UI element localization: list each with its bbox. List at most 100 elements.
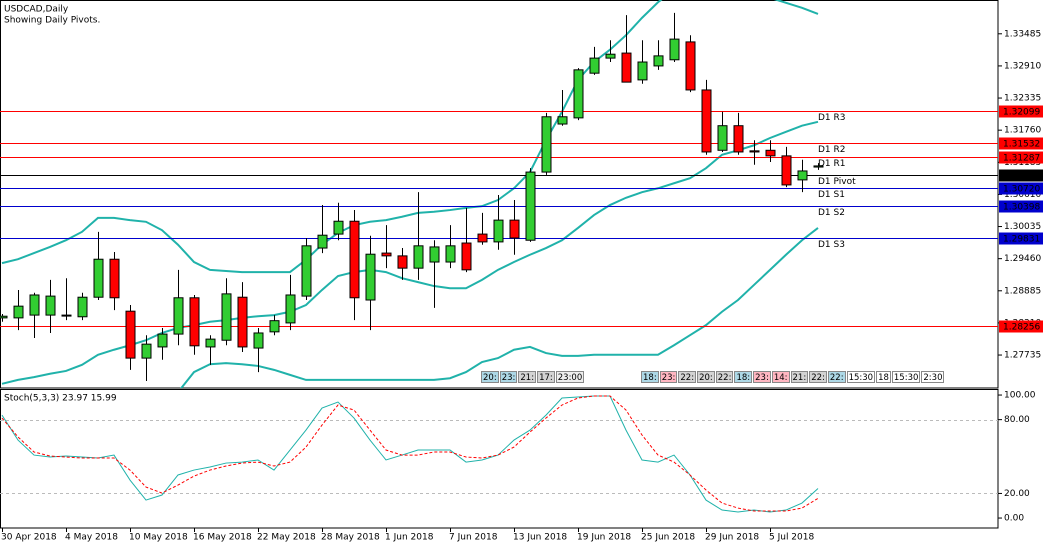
bollinger-lower xyxy=(180,227,819,388)
event-marker: 21: xyxy=(518,371,537,383)
price-box-label: 1.30720 xyxy=(1003,185,1040,195)
price-box-label: 1.30965 xyxy=(1003,172,1040,182)
price-box xyxy=(999,151,1043,164)
event-marker: 22: xyxy=(809,371,827,383)
candle-body xyxy=(109,258,120,299)
candle-body xyxy=(173,297,184,335)
candle-body xyxy=(205,338,216,348)
candle-body xyxy=(605,53,616,59)
candle-body xyxy=(413,245,424,269)
event-marker: 18: xyxy=(641,371,659,383)
candle-body xyxy=(733,125,744,153)
price-box-label: 1.31532 xyxy=(1003,140,1040,150)
candle-body xyxy=(781,155,792,186)
event-marker: 20: xyxy=(697,371,715,383)
y-tick-label: 1.27735 xyxy=(1004,351,1041,361)
event-marker: 14: xyxy=(771,371,790,383)
pivot-label: D1 S3 xyxy=(818,240,845,250)
price-box xyxy=(999,105,1043,118)
event-marker: 18 xyxy=(876,371,891,383)
candle-body xyxy=(541,116,552,173)
main-pane-border xyxy=(0,0,999,389)
y-tick-label: 0.00 xyxy=(1004,514,1024,524)
event-marker: 22: xyxy=(827,371,846,383)
candle-body xyxy=(317,234,328,249)
event-marker: 2:30 xyxy=(921,371,945,383)
price-box-label: 1.31287 xyxy=(1003,154,1040,164)
event-marker: 21: xyxy=(790,371,809,383)
candle-body xyxy=(125,310,136,359)
stoch-line xyxy=(1,395,819,513)
y-tick-label: 1.32335 xyxy=(1004,94,1041,104)
candle-body xyxy=(13,305,24,319)
price-box xyxy=(999,169,1043,182)
y-tick-label: 100.00 xyxy=(1004,391,1036,401)
event-marker: 23: xyxy=(499,371,518,383)
price-box xyxy=(999,182,1043,195)
chart-subtitle: Showing Daily Pivots. xyxy=(4,16,100,26)
candle-body xyxy=(189,297,200,347)
candle-body xyxy=(589,57,600,74)
y-tick-label: 1.33485 xyxy=(1004,29,1041,39)
x-tick-label: 30 Apr 2018 xyxy=(1,533,57,543)
stoch-pane-border xyxy=(0,389,999,529)
pivot-label: D1 S2 xyxy=(818,208,845,218)
candle-body xyxy=(749,150,760,153)
x-tick-label: 19 Jun 2018 xyxy=(577,533,631,543)
event-marker: 15:30 xyxy=(846,371,876,383)
pivot-label: D1 R2 xyxy=(818,145,846,155)
stoch-plot xyxy=(0,395,998,513)
stoch-line xyxy=(1,395,819,512)
main-plot: D1 R3 D1 R2 D1 R1 D1 Pivot D1 S1 D1 S2 D1 S3 xyxy=(0,0,998,388)
pivot-label: D1 S1 xyxy=(818,190,845,200)
event-marker: 23:00 xyxy=(555,371,585,383)
candle-body xyxy=(717,125,728,151)
candle-body xyxy=(397,255,408,269)
stoch-title: Stoch(5,3,3) 23.97 15.99 xyxy=(4,394,117,404)
candle-body xyxy=(61,314,72,317)
price-box xyxy=(999,137,1043,150)
candle-body xyxy=(77,296,88,318)
candle-body xyxy=(813,165,824,168)
pivot-label: D1 Pivot xyxy=(818,177,856,187)
event-marker: 15:30 xyxy=(891,371,921,383)
x-tick-label: 7 Jun 2018 xyxy=(449,533,498,543)
price-box-label: 1.32099 xyxy=(1003,108,1040,118)
candle-body xyxy=(493,219,504,243)
y-tick-label: 1.28885 xyxy=(1004,286,1041,296)
y-tick-label: 1.30610 xyxy=(1004,190,1041,200)
price-box-label: 1.29831 xyxy=(1003,235,1040,245)
event-marker: 20: xyxy=(481,371,499,383)
candle-body xyxy=(445,245,456,263)
candle-body xyxy=(29,294,40,316)
axes: 1.334851.329101.323351.317601.311851.306… xyxy=(1,29,1043,543)
price-box-label: 1.30398 xyxy=(1003,203,1040,213)
y-tick-label: 1.29460 xyxy=(1004,254,1041,264)
x-tick-label: 1 Jun 2018 xyxy=(385,533,434,543)
pivot-label: D1 R1 xyxy=(818,159,846,169)
event-marker: 22: xyxy=(678,371,697,383)
y-tick-label: 80.00 xyxy=(1004,415,1030,425)
candle-body xyxy=(653,55,664,67)
candle-body xyxy=(237,296,248,348)
x-tick-label: 13 Jun 2018 xyxy=(513,533,567,543)
price-box xyxy=(999,320,1043,333)
candle-body xyxy=(45,295,56,316)
bollinger-middle xyxy=(1,120,819,385)
y-tick-label: 1.30035 xyxy=(1004,222,1041,232)
candle-body xyxy=(253,332,264,349)
price-box xyxy=(999,200,1043,213)
candle-body xyxy=(637,61,648,81)
candle-body xyxy=(269,320,280,333)
x-tick-label: 28 May 2018 xyxy=(321,533,380,543)
candle-body xyxy=(0,315,8,319)
y-tick-label: 20.00 xyxy=(1004,489,1030,499)
candle-body xyxy=(669,38,680,61)
x-tick-label: 5 Jul 2018 xyxy=(769,533,814,543)
x-tick-label: 29 Jun 2018 xyxy=(705,533,759,543)
event-marker: 23: xyxy=(753,371,771,383)
x-tick-label: 4 May 2018 xyxy=(65,533,118,543)
candle-body xyxy=(573,69,584,119)
candle-body xyxy=(765,149,776,157)
